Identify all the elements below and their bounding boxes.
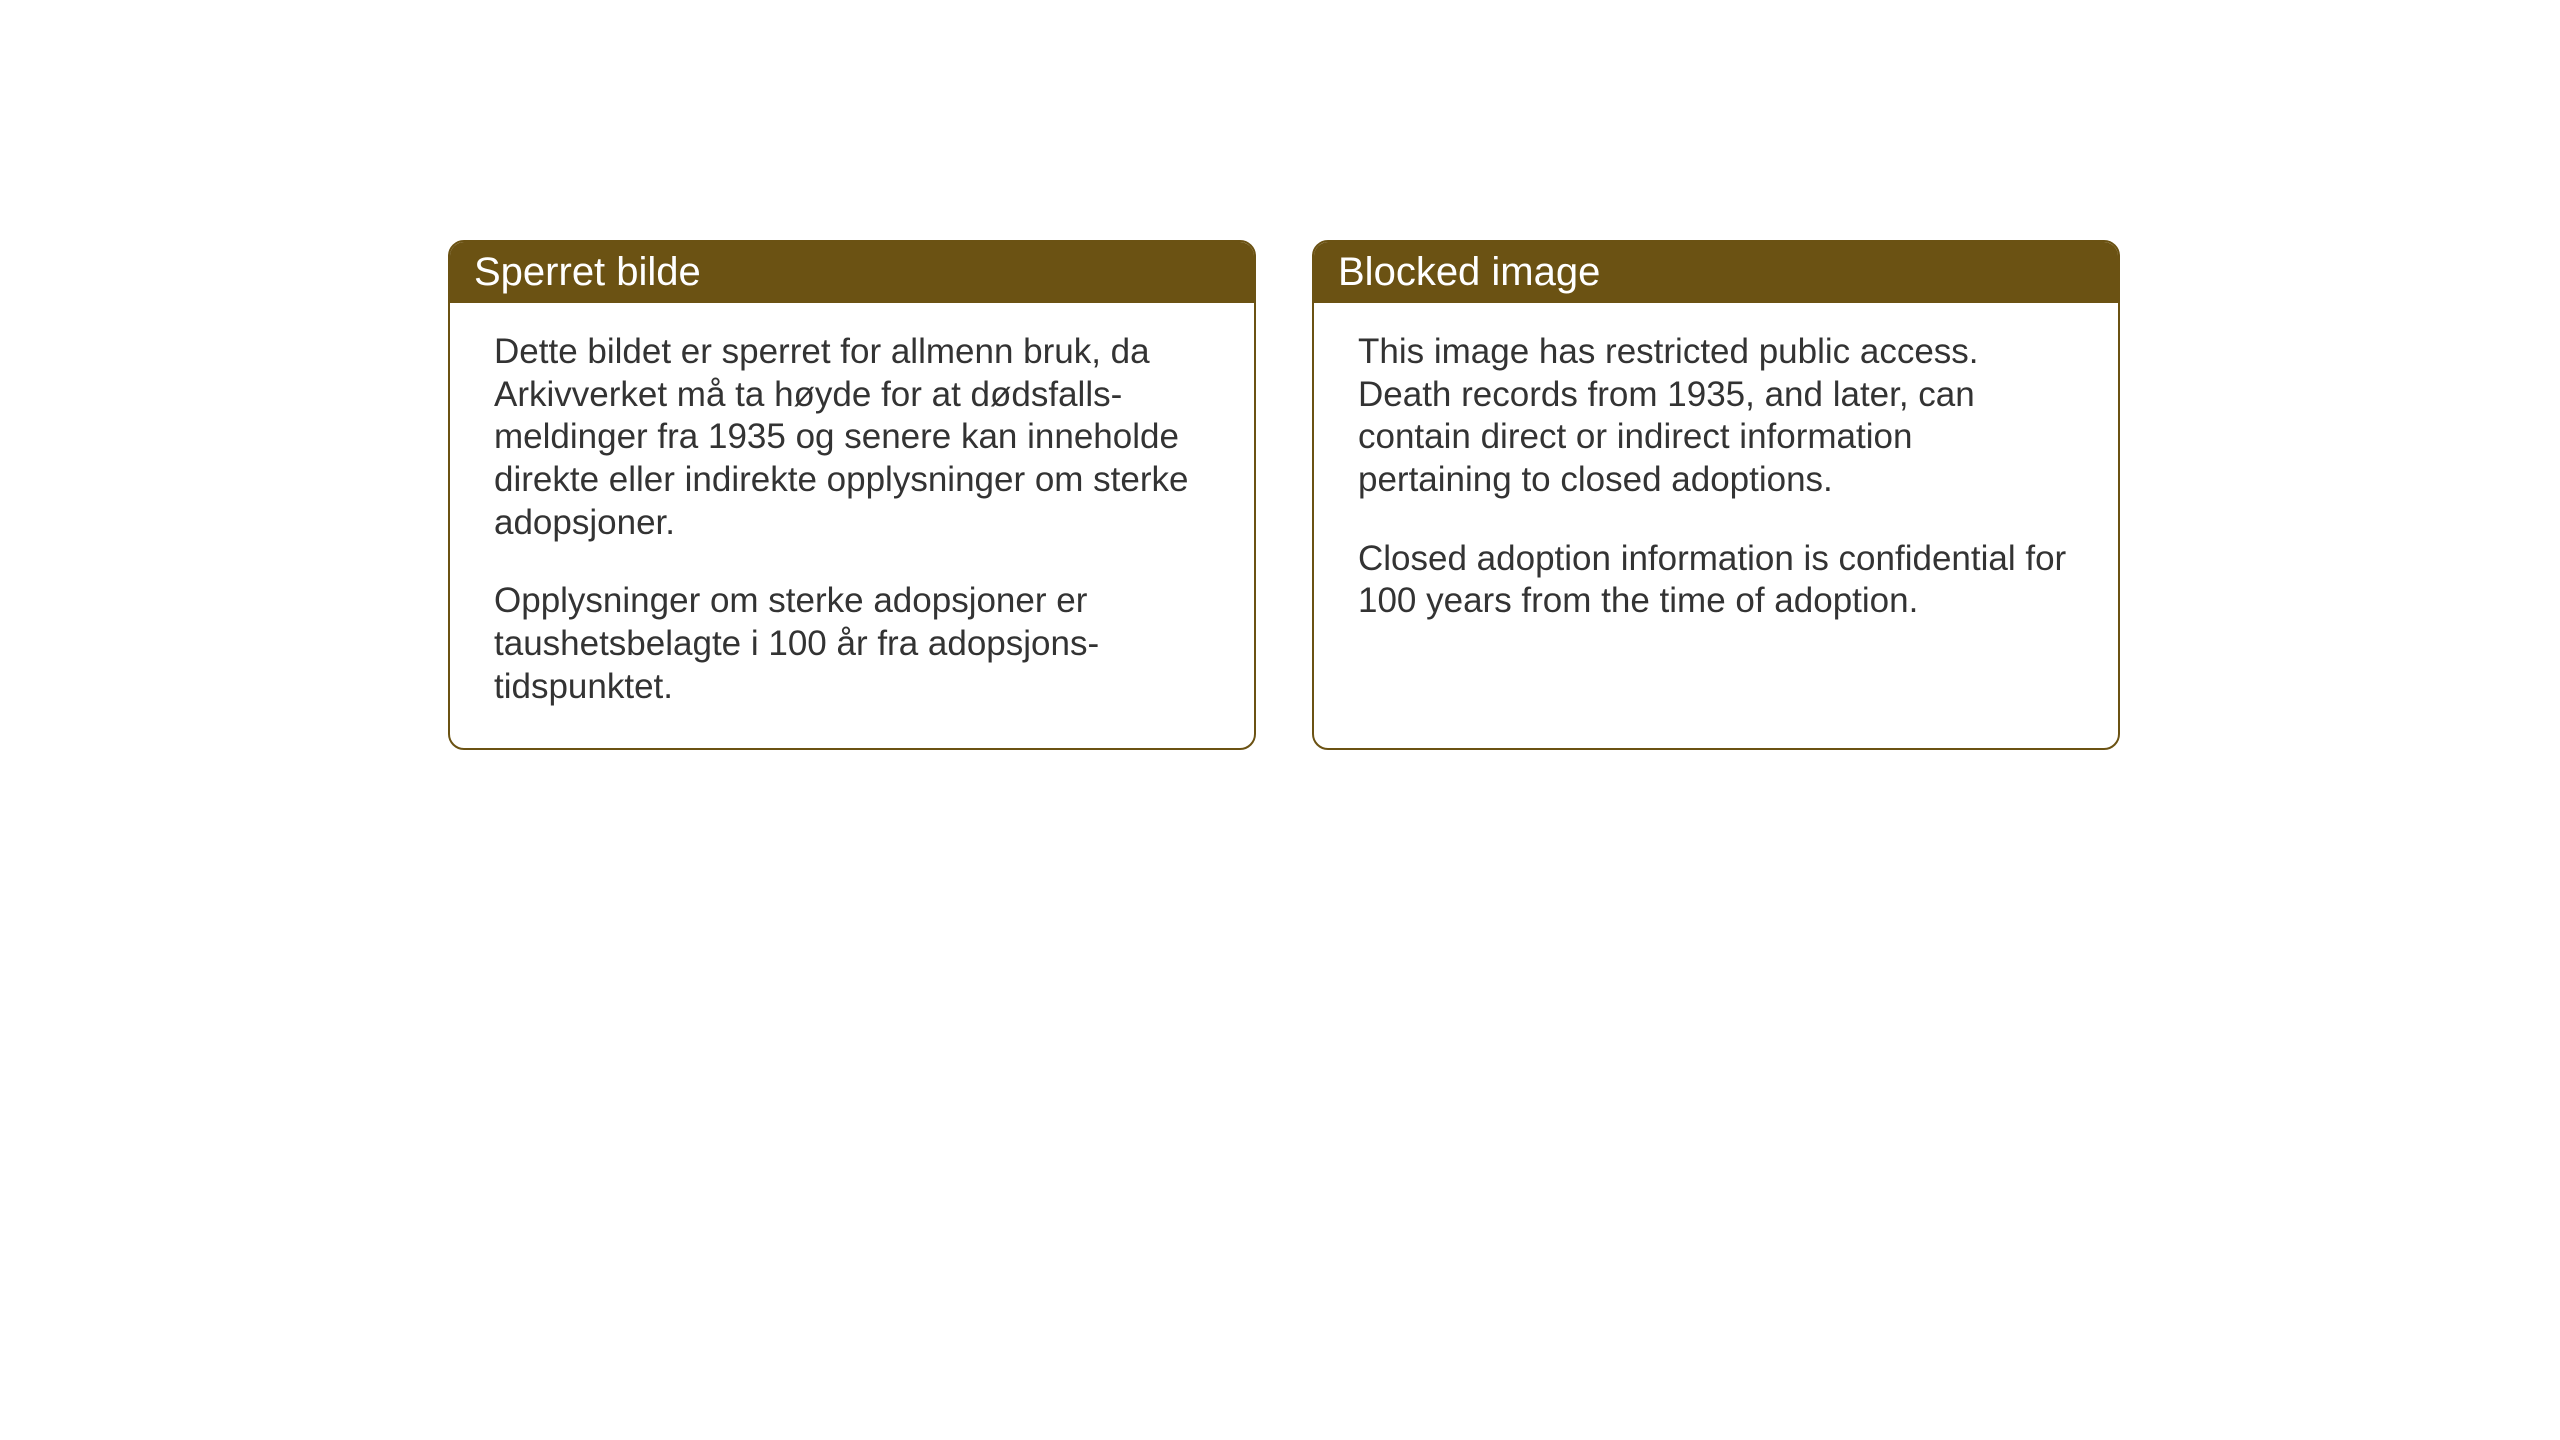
notice-card-norwegian: Sperret bilde Dette bildet er sperret fo… (448, 240, 1256, 750)
card-title-english: Blocked image (1338, 250, 1600, 294)
card-title-norwegian: Sperret bilde (474, 250, 701, 294)
card-header-english: Blocked image (1314, 242, 2118, 303)
card-paragraph-2-norwegian: Opplysninger om sterke adopsjoner er tau… (494, 580, 1210, 708)
card-paragraph-1-norwegian: Dette bildet er sperret for allmenn bruk… (494, 331, 1210, 544)
notice-cards-container: Sperret bilde Dette bildet er sperret fo… (448, 240, 2120, 750)
card-header-norwegian: Sperret bilde (450, 242, 1254, 303)
card-paragraph-1-english: This image has restricted public access.… (1358, 331, 2074, 502)
notice-card-english: Blocked image This image has restricted … (1312, 240, 2120, 750)
card-paragraph-2-english: Closed adoption information is confident… (1358, 538, 2074, 623)
card-body-norwegian: Dette bildet er sperret for allmenn bruk… (450, 303, 1254, 749)
card-body-english: This image has restricted public access.… (1314, 303, 2118, 663)
